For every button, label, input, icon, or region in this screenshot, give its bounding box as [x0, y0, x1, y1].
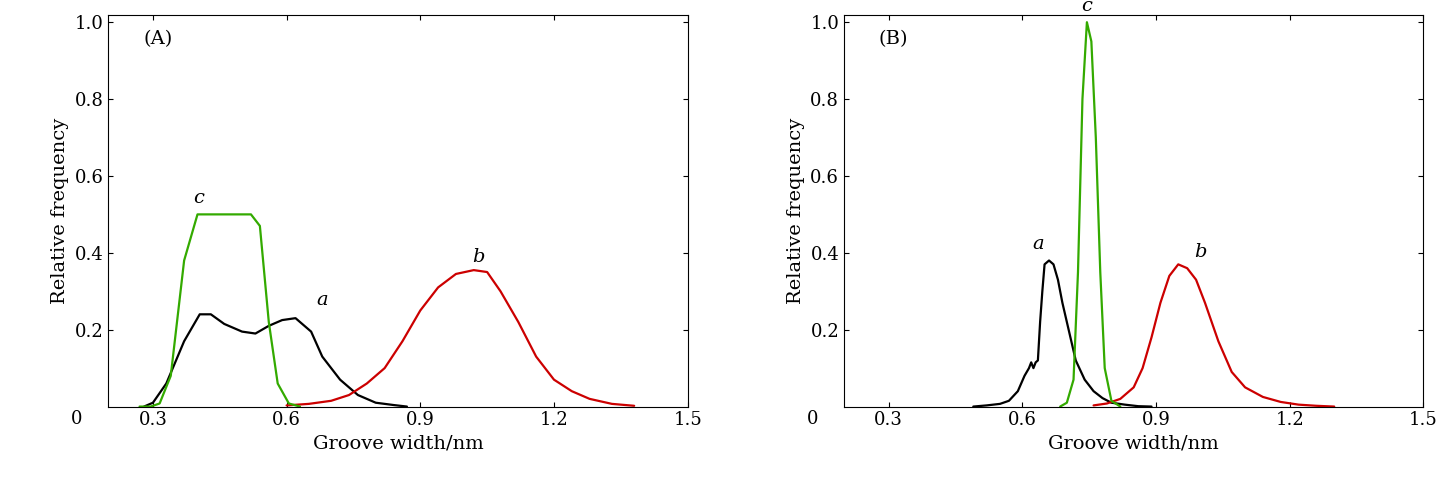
- Y-axis label: Relative frequency: Relative frequency: [786, 118, 805, 303]
- Y-axis label: Relative frequency: Relative frequency: [51, 118, 69, 303]
- Text: 0: 0: [806, 410, 818, 428]
- X-axis label: Groove width/nm: Groove width/nm: [312, 435, 484, 453]
- Text: $\mathit{b}$: $\mathit{b}$: [1194, 242, 1207, 260]
- Text: 0: 0: [71, 410, 82, 428]
- Text: $\mathit{b}$: $\mathit{b}$: [471, 248, 486, 266]
- Text: $\mathit{a}$: $\mathit{a}$: [316, 290, 328, 309]
- X-axis label: Groove width/nm: Groove width/nm: [1048, 435, 1220, 453]
- Text: $\mathit{c}$: $\mathit{c}$: [194, 189, 207, 207]
- Text: $\mathit{a}$: $\mathit{a}$: [1032, 235, 1045, 253]
- Text: (A): (A): [143, 30, 172, 48]
- Text: (B): (B): [879, 30, 909, 48]
- Text: $\mathit{c}$: $\mathit{c}$: [1081, 0, 1094, 15]
